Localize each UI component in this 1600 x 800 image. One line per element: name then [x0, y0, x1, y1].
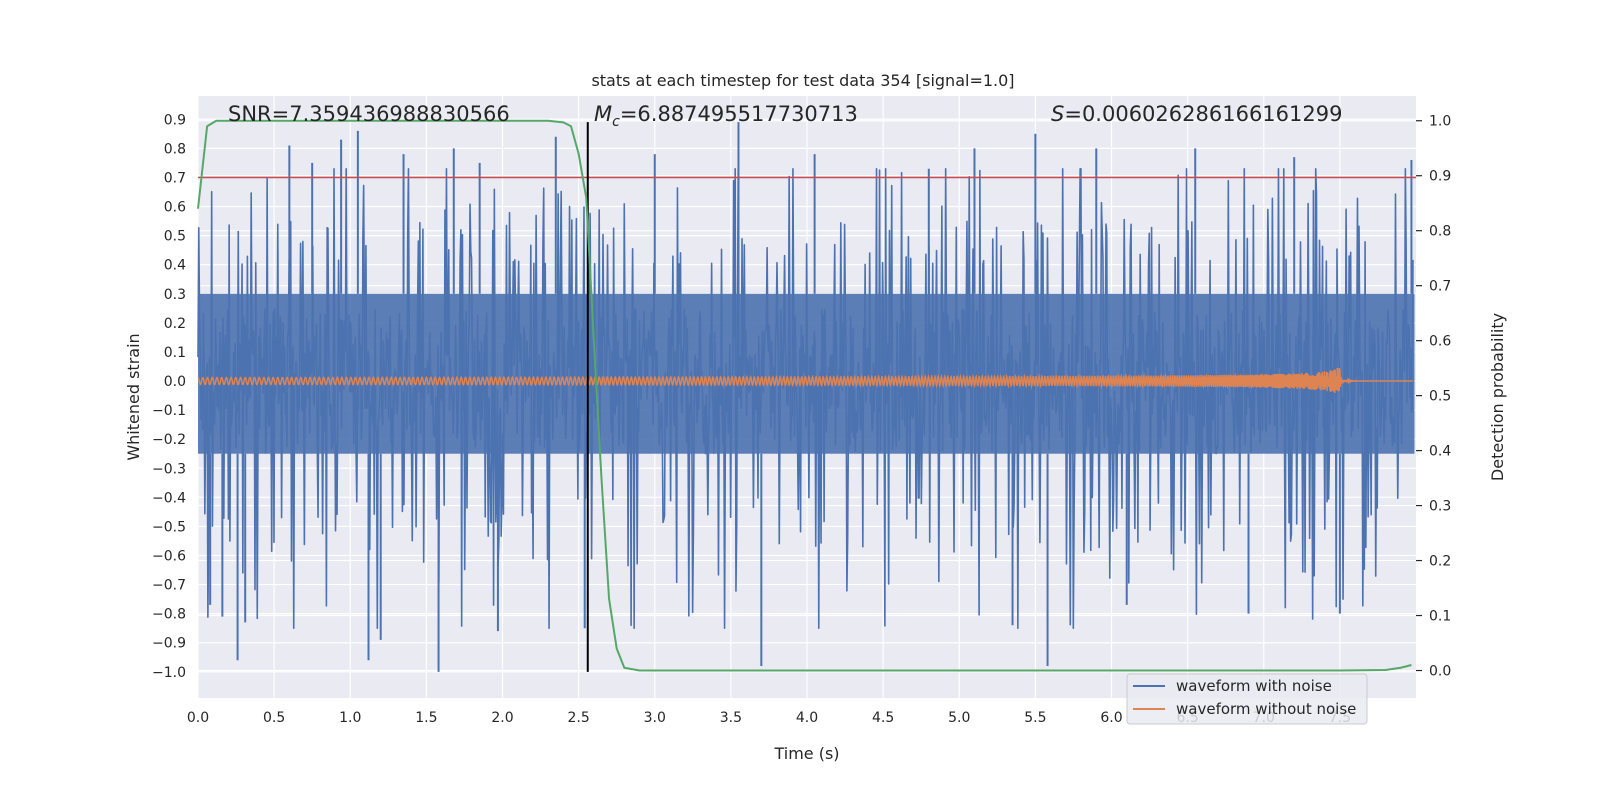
y-right-tick-label: 0.9 — [1429, 169, 1451, 185]
snr-annotation: SNR=7.359436988830566 — [228, 102, 510, 126]
x-tick-label: 3.5 — [720, 710, 742, 726]
legend: waveform with noise waveform without noi… — [1126, 673, 1368, 725]
overlay-lines — [197, 119, 1416, 672]
y-left-tick-label: 0.2 — [164, 316, 186, 332]
y-left-tick-label: −0.3 — [152, 461, 186, 477]
y-left-tick-label: −0.8 — [152, 607, 186, 623]
x-tick-label: 4.5 — [872, 710, 894, 726]
s-value: =0.006026286166161299 — [1064, 102, 1342, 126]
mc-subscript: c — [612, 114, 620, 130]
y-left-tick-label: 0.6 — [164, 200, 186, 216]
y-left-tick-label: 0.0 — [164, 374, 186, 390]
y-left-tick-label: 0.8 — [164, 141, 186, 157]
y-left-axis-label: Whitened strain — [124, 333, 143, 460]
y-right-tick-label: 0.1 — [1429, 609, 1451, 625]
x-tick-label: 1.0 — [339, 710, 361, 726]
s-symbol: S — [1051, 102, 1064, 126]
y-left-tick-label: −0.4 — [152, 490, 186, 506]
x-tick-label: 1.5 — [415, 710, 437, 726]
x-tick-label: 5.0 — [948, 710, 970, 726]
y-right-tick-label: 1.0 — [1429, 114, 1451, 130]
chart-title: stats at each timestep for test data 354… — [591, 71, 1014, 90]
noise-core-band — [198, 293, 1415, 454]
legend-label-noise: waveform with noise — [1176, 677, 1332, 695]
x-tick-label: 4.0 — [796, 710, 818, 726]
y-right-tick-label: 0.8 — [1429, 224, 1451, 240]
y-right-axis-label: Detection probability — [1488, 313, 1507, 481]
s-annotation: S=0.006026286166161299 — [1051, 102, 1342, 126]
y-left-tick-label: −0.2 — [152, 432, 186, 448]
legend-box — [1126, 673, 1368, 725]
y-left-tick-label: 0.9 — [164, 112, 186, 128]
mc-symbol: M — [594, 102, 612, 126]
y-right-tick-label: 0.2 — [1429, 554, 1451, 570]
x-tick-label: 6.0 — [1100, 710, 1122, 726]
y-right-tick-label: 0.5 — [1429, 389, 1451, 405]
detection-probability-line — [197, 119, 1412, 672]
x-axis-ticks: 0.00.51.01.52.02.53.03.54.04.55.05.56.06… — [187, 710, 1351, 726]
y-left-tick-label: 0.4 — [164, 258, 186, 274]
y-right-tick-label: 0.6 — [1429, 334, 1451, 350]
x-tick-label: 3.0 — [644, 710, 666, 726]
x-tick-label: 2.0 — [491, 710, 513, 726]
y-left-tick-label: 0.7 — [164, 170, 186, 186]
y-left-tick-label: −0.6 — [152, 548, 186, 564]
clean-chirp-trace — [197, 367, 1413, 393]
y-right-tick-label: 0.4 — [1429, 444, 1451, 460]
x-tick-label: 0.5 — [263, 710, 285, 726]
y-left-axis-ticks: 0.9 0.8 0.7 0.6 0.5 0.4 0.3 0.2 0.1 0.0 −0.1 −0.2 −0… — [152, 112, 186, 681]
waveform-without-noise-series — [197, 367, 1413, 393]
y-right-tick-label: 0.3 — [1429, 499, 1451, 515]
y-left-tick-label: 0.1 — [164, 345, 186, 361]
x-tick-label: 5.5 — [1024, 710, 1046, 726]
y-right-tick-label: 0.0 — [1429, 664, 1451, 680]
y-left-tick-label: −0.5 — [152, 519, 186, 535]
y-left-tick-label: 0.3 — [164, 287, 186, 303]
x-tick-label: 0.0 — [187, 710, 209, 726]
y-left-tick-label: −1.0 — [152, 665, 186, 681]
y-left-tick-label: 0.5 — [164, 229, 186, 245]
x-axis-label: Time (s) — [773, 744, 839, 763]
y-left-tick-label: −0.7 — [152, 578, 186, 594]
waveform-with-noise-series — [197, 122, 1415, 672]
mc-value: =6.887495517730713 — [620, 102, 858, 126]
legend-label-clean: waveform without noise — [1176, 700, 1356, 718]
y-right-axis-ticks: 1.0 0.9 0.8 0.7 0.6 0.5 0.4 0.3 0.2 0.1 0.0 — [1416, 114, 1451, 680]
y-right-tick-label: 0.7 — [1429, 279, 1451, 295]
y-left-tick-label: −0.9 — [152, 636, 186, 652]
mc-annotation: Mc=6.887495517730713 — [594, 102, 858, 130]
y-left-tick-label: −0.1 — [152, 403, 186, 419]
x-tick-label: 2.5 — [567, 710, 589, 726]
